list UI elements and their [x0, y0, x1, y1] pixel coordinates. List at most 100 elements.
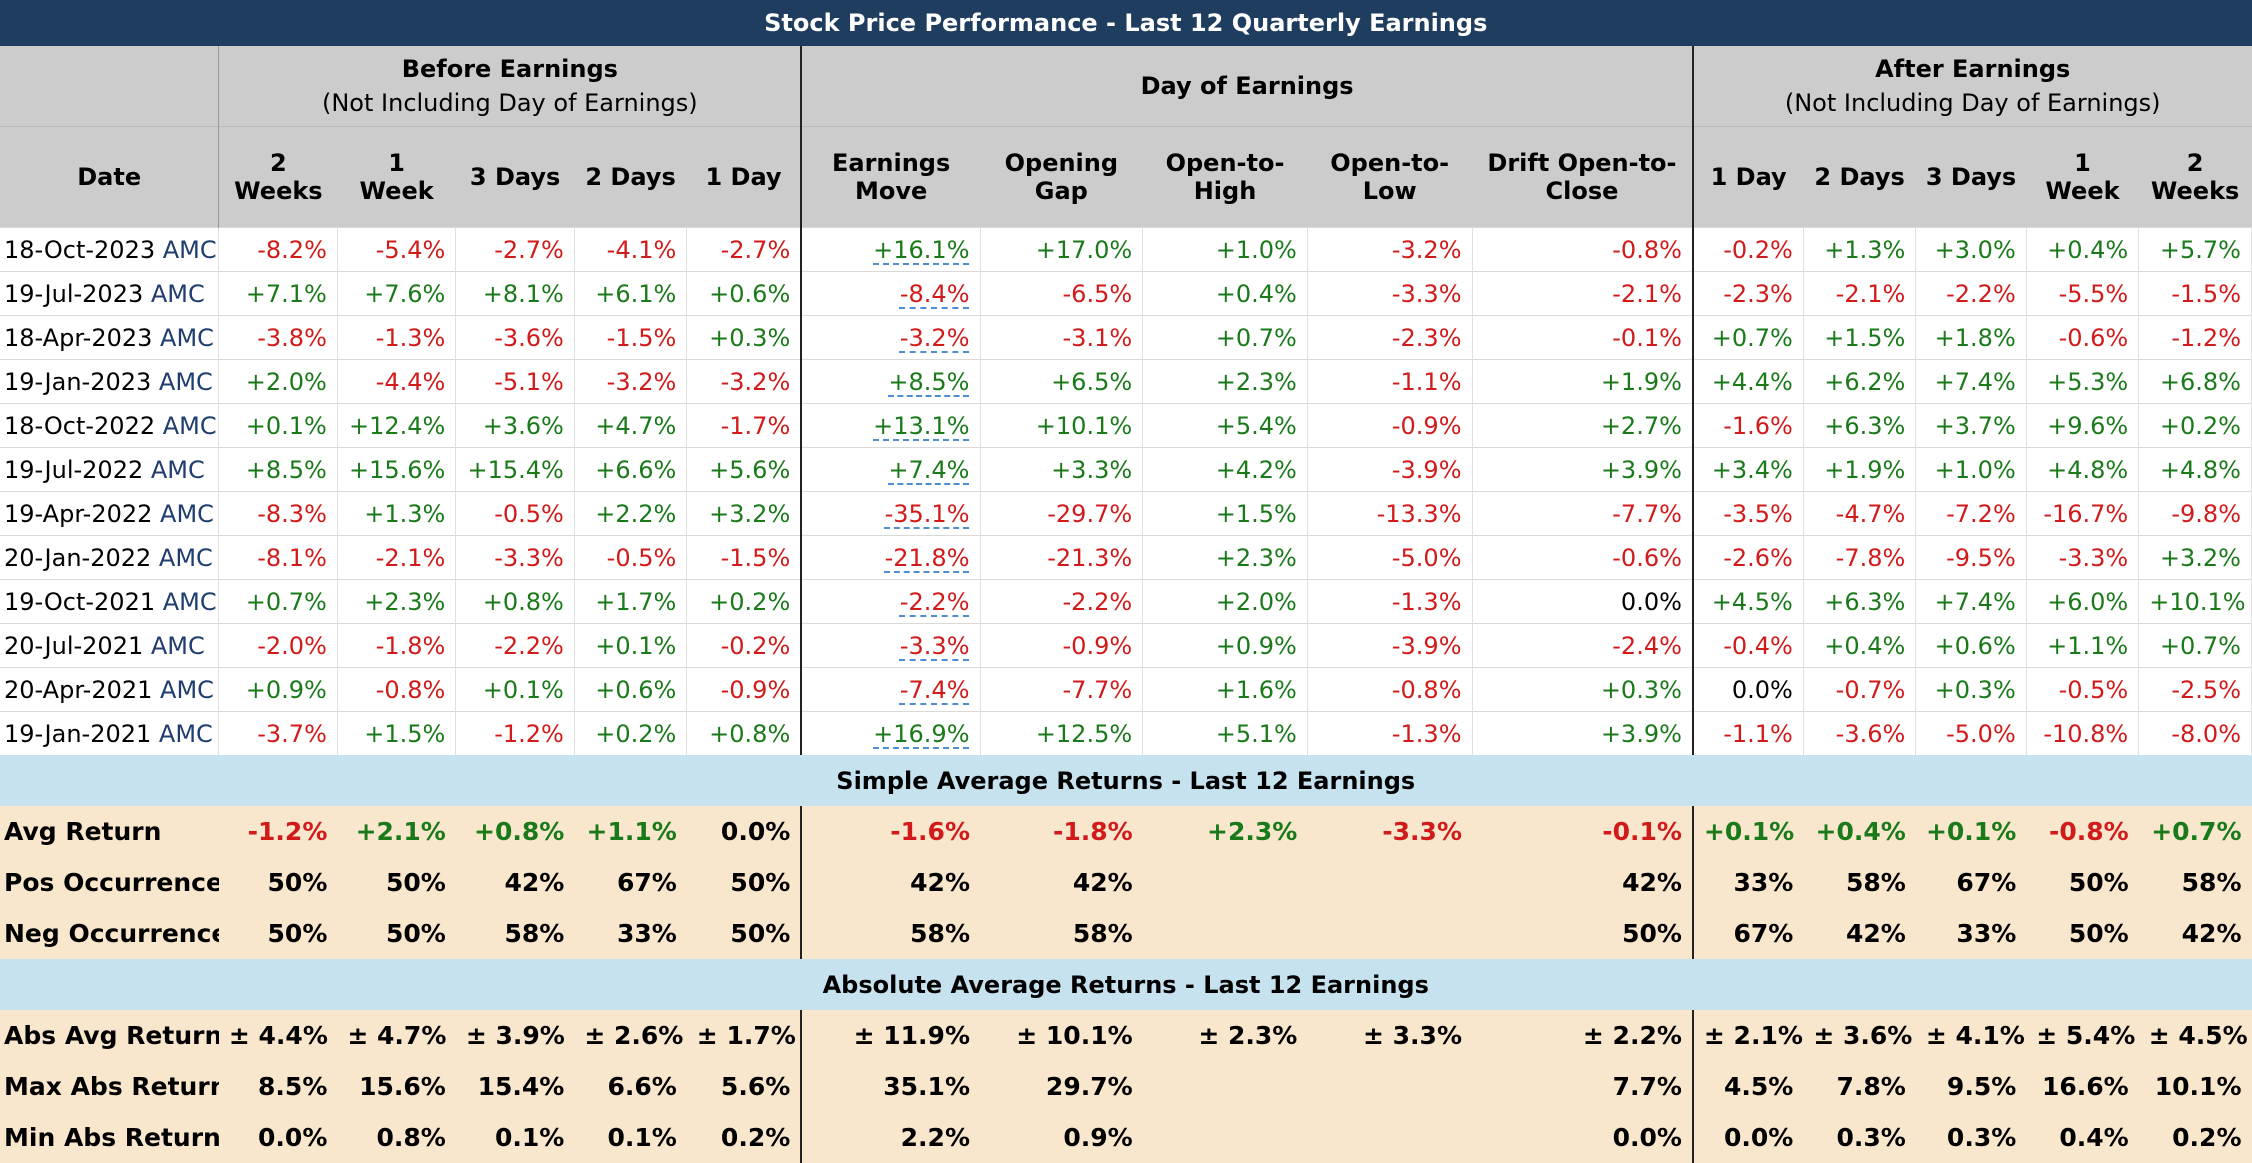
earnings-move-cell[interactable]: -21.8% [801, 536, 980, 580]
summary-row: Abs Avg Return± 4.4%± 4.7%± 3.9%± 2.6%± … [0, 1010, 2252, 1061]
value-cell: +0.2% [687, 580, 801, 624]
value-cell: -1.5% [687, 536, 801, 580]
value-cell: +8.1% [456, 272, 574, 316]
value-cell: +6.1% [574, 272, 686, 316]
value-cell: +6.0% [2026, 580, 2138, 624]
value-cell: -5.1% [456, 360, 574, 404]
value-cell: +0.1% [219, 404, 337, 448]
value-cell: -0.9% [1307, 404, 1472, 448]
value-cell: +5.7% [2139, 228, 2252, 272]
earnings-date: 20-Apr-2021 [4, 676, 152, 704]
summary-value: 29.7% [980, 1061, 1143, 1112]
earnings-date: 18-Apr-2023 [4, 324, 152, 352]
value-cell: -2.1% [337, 536, 455, 580]
value-cell: -2.4% [1472, 624, 1693, 668]
summary-value [1143, 1061, 1308, 1112]
earnings-date: 19-Apr-2022 [4, 500, 152, 528]
ticker-link[interactable]: AMC [159, 720, 213, 748]
earnings-move-cell[interactable]: -2.2% [801, 580, 980, 624]
value-cell: +1.3% [337, 492, 455, 536]
earnings-move-cell[interactable]: -8.4% [801, 272, 980, 316]
earnings-move-cell[interactable]: +16.1% [801, 228, 980, 272]
value-cell: +1.7% [574, 580, 686, 624]
value-cell: 0.0% [1693, 668, 1803, 712]
value-cell: +7.4% [1916, 360, 2026, 404]
value-cell: +6.3% [1803, 580, 1915, 624]
value-cell: +0.9% [1143, 624, 1308, 668]
summary-value: -3.3% [1307, 806, 1472, 857]
earnings-move-cell[interactable]: -35.1% [801, 492, 980, 536]
summary-value: 7.8% [1803, 1061, 1915, 1112]
earnings-move-cell[interactable]: +13.1% [801, 404, 980, 448]
value-cell: +12.5% [980, 712, 1143, 756]
table-row: 19-Jan-2023 AMC+2.0%-4.4%-5.1%-3.2%-3.2%… [0, 360, 2252, 404]
summary-value: +1.1% [574, 806, 686, 857]
summary-label: Pos Occurrences [0, 857, 219, 908]
summary-label: Abs Avg Return [0, 1010, 219, 1061]
table-row: 18-Apr-2023 AMC-3.8%-1.3%-3.6%-1.5%+0.3%… [0, 316, 2252, 360]
ticker-link[interactable]: AMC [160, 500, 214, 528]
summary-value: 10.1% [2139, 1061, 2252, 1112]
summary-row: Avg Return-1.2%+2.1%+0.8%+1.1%0.0%-1.6%-… [0, 806, 2252, 857]
ticker-link[interactable]: AMC [163, 588, 217, 616]
value-cell: -0.9% [980, 624, 1143, 668]
value-cell: -4.1% [574, 228, 686, 272]
ticker-link[interactable]: AMC [160, 676, 214, 704]
ticker-link[interactable]: AMC [159, 368, 213, 396]
value-cell: 0.0% [1472, 580, 1693, 624]
summary-value: 33% [1916, 908, 2026, 959]
column-header: 1 Week [2026, 127, 2138, 228]
column-header: Open-to-High [1143, 127, 1308, 228]
summary-label: Avg Return [0, 806, 219, 857]
value-cell: -13.3% [1307, 492, 1472, 536]
summary-value: 4.5% [1693, 1061, 1803, 1112]
value-cell: -2.1% [1472, 272, 1693, 316]
value-cell: -2.7% [687, 228, 801, 272]
value-cell: -3.9% [1307, 624, 1472, 668]
earnings-move-cell[interactable]: -3.2% [801, 316, 980, 360]
ticker-link[interactable]: AMC [160, 324, 214, 352]
value-cell: -0.8% [337, 668, 455, 712]
value-cell: +3.9% [1472, 448, 1693, 492]
value-cell: +7.4% [1916, 580, 2026, 624]
ticker-link[interactable]: AMC [159, 544, 213, 572]
earnings-date: 20-Jul-2021 [4, 632, 143, 660]
summary-value [1307, 857, 1472, 908]
value-cell: +1.9% [1803, 448, 1915, 492]
column-header: 3 Days [456, 127, 574, 228]
earnings-move-cell[interactable]: -3.3% [801, 624, 980, 668]
value-cell: +1.6% [1143, 668, 1308, 712]
summary-value: ± 4.5% [2139, 1010, 2252, 1061]
summary-value: ± 4.1% [1916, 1010, 2026, 1061]
summary-value [1143, 857, 1308, 908]
value-cell: -0.8% [1307, 668, 1472, 712]
summary-label: Min Abs Return [0, 1112, 219, 1163]
ticker-link[interactable]: AMC [163, 412, 217, 440]
column-header: Earnings Move [801, 127, 980, 228]
summary-value: 0.2% [687, 1112, 801, 1163]
value-cell: +4.5% [1693, 580, 1803, 624]
date-cell: 18-Apr-2023 AMC [0, 316, 219, 360]
ticker-link[interactable]: AMC [151, 280, 205, 308]
value-cell: -21.3% [980, 536, 1143, 580]
ticker-link[interactable]: AMC [151, 632, 205, 660]
summary-label: Max Abs Return [0, 1061, 219, 1112]
value-cell: -8.1% [219, 536, 337, 580]
summary-value: ± 3.9% [456, 1010, 574, 1061]
earnings-move-cell[interactable]: +7.4% [801, 448, 980, 492]
ticker-link[interactable]: AMC [163, 236, 217, 264]
value-cell: +10.1% [2139, 580, 2252, 624]
earnings-move-cell[interactable]: +16.9% [801, 712, 980, 756]
table-row: 19-Jan-2021 AMC-3.7%+1.5%-1.2%+0.2%+0.8%… [0, 712, 2252, 756]
earnings-move-cell[interactable]: -7.4% [801, 668, 980, 712]
value-cell: -8.2% [219, 228, 337, 272]
summary-value: 50% [2026, 908, 2138, 959]
summary-value: ± 2.6% [574, 1010, 686, 1061]
summary-value: 9.5% [1916, 1061, 2026, 1112]
ticker-link[interactable]: AMC [151, 456, 205, 484]
summary-value: 50% [337, 857, 455, 908]
earnings-move-cell[interactable]: +8.5% [801, 360, 980, 404]
value-cell: -1.1% [1693, 712, 1803, 756]
